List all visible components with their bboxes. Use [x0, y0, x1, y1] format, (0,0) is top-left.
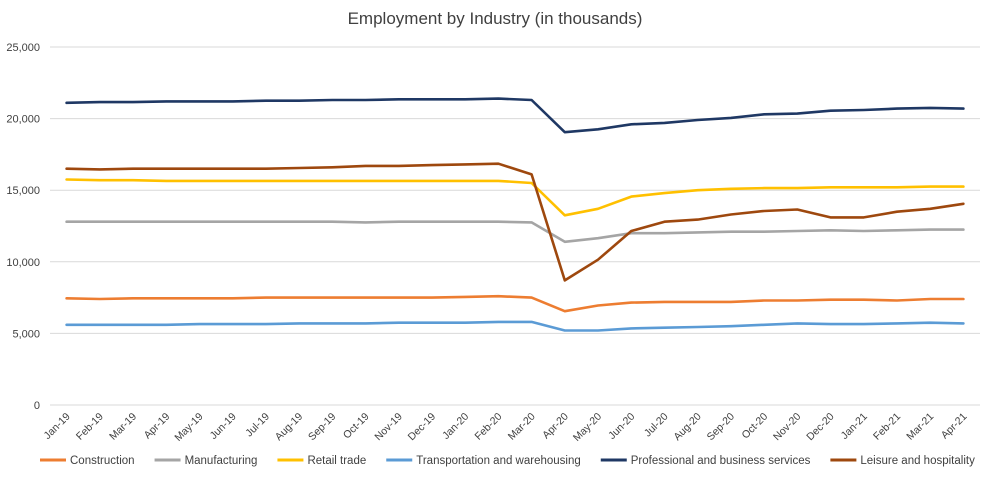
- x-tick-label: Sep-20: [705, 411, 738, 444]
- y-tick-label: 0: [34, 400, 40, 412]
- legend-item-transportation-and-warehousing: Transportation and warehousing: [386, 455, 581, 467]
- x-tick-label: Dec-19: [406, 411, 439, 444]
- x-tick-label: Mar-20: [506, 411, 538, 443]
- x-tick-label: Nov-19: [372, 411, 405, 444]
- x-tick-label: Jan-21: [839, 411, 870, 442]
- x-tick-label: Jul-19: [243, 411, 272, 440]
- legend-item-leisure-and-hospitality: Leisure and hospitality: [830, 455, 975, 467]
- x-tick-label: May-20: [571, 411, 604, 444]
- x-tick-label: Mar-19: [107, 411, 139, 443]
- y-axis-tick-labels: 0 5,000 10,000 15,000 20,000 25,000: [6, 42, 40, 412]
- y-tick-label: 15,000: [6, 185, 40, 197]
- series-line-professional-and-business-services: [65, 97, 965, 134]
- x-tick-label: May-19: [172, 411, 205, 444]
- legend-label: Professional and business services: [631, 455, 811, 467]
- x-tick-label: Jul-20: [642, 411, 671, 440]
- series-line-construction: [65, 294, 965, 313]
- series-line-manufacturing: [65, 220, 965, 244]
- legend-label: Manufacturing: [185, 455, 258, 467]
- y-tick-label: 20,000: [6, 114, 40, 126]
- legend: Construction Manufacturing Retail trade Tra…: [40, 455, 975, 467]
- x-tick-label: Nov-20: [771, 411, 804, 444]
- x-tick-label: Oct-20: [739, 411, 770, 442]
- chart-title: Employment by Industry (in thousands): [348, 9, 643, 28]
- x-tick-label: Jan-19: [42, 411, 73, 442]
- y-tick-label: 25,000: [6, 42, 40, 54]
- x-tick-label: Apr-19: [142, 411, 173, 442]
- x-tick-label: Jun-20: [606, 411, 637, 442]
- x-tick-label: Jan-20: [440, 411, 471, 442]
- y-tick-label: 10,000: [6, 257, 40, 269]
- x-tick-label: Feb-20: [472, 411, 504, 443]
- legend-label: Transportation and warehousing: [416, 455, 581, 467]
- series-line-transportation-and-warehousing: [65, 320, 965, 332]
- x-tick-label: Aug-20: [671, 411, 704, 444]
- x-tick-label: Apr-20: [540, 411, 571, 442]
- gridlines: [50, 46, 980, 406]
- x-tick-label: Dec-20: [804, 411, 837, 444]
- series-line-leisure-and-hospitality: [65, 162, 965, 282]
- x-tick-label: Sep-19: [306, 411, 339, 444]
- legend-label: Retail trade: [307, 455, 366, 467]
- x-tick-label: Aug-19: [273, 411, 306, 444]
- legend-item-retail-trade: Retail trade: [277, 455, 366, 467]
- legend-item-manufacturing: Manufacturing: [154, 455, 258, 467]
- legend-label: Construction: [70, 455, 135, 467]
- x-tick-label: Mar-21: [904, 411, 936, 443]
- x-tick-label: Feb-21: [871, 411, 903, 443]
- legend-label: Leisure and hospitality: [860, 455, 975, 467]
- legend-item-professional-and-business-services: Professional and business services: [600, 455, 811, 467]
- series-line-retail-trade: [65, 178, 965, 217]
- x-tick-label: Feb-19: [74, 411, 106, 443]
- legend-item-construction: Construction: [40, 455, 135, 467]
- x-tick-label: Oct-19: [341, 411, 372, 442]
- x-axis-tick-labels: Jan-19 Feb-19 Mar-19 Apr-19 May-19 Jun-19 Jul-…: [42, 411, 970, 444]
- series-lines: [65, 97, 965, 332]
- y-tick-label: 5,000: [12, 328, 40, 340]
- x-tick-label: Apr-21: [939, 411, 970, 442]
- x-tick-label: Jun-19: [208, 411, 239, 442]
